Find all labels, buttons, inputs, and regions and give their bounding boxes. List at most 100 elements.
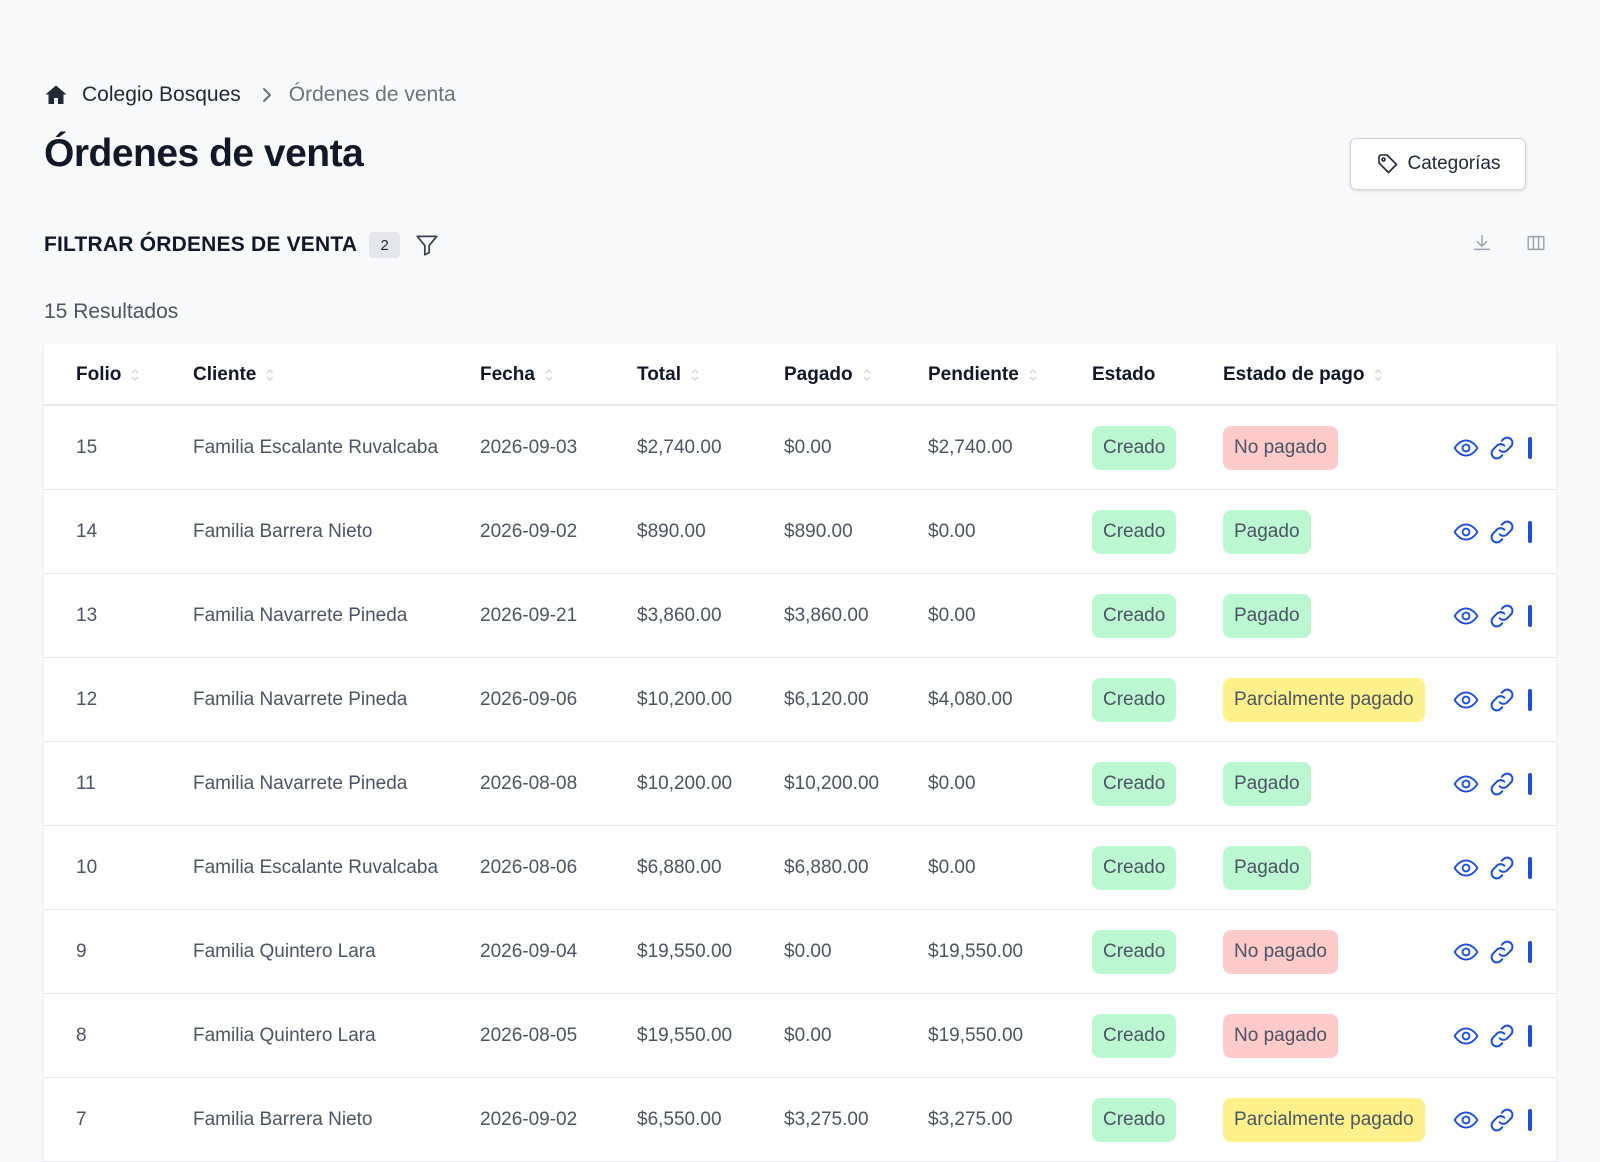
link-icon[interactable] xyxy=(1488,686,1516,714)
link-icon[interactable] xyxy=(1488,1106,1516,1134)
eye-icon[interactable] xyxy=(1452,938,1480,966)
more-actions-icon[interactable] xyxy=(1528,1108,1532,1131)
breadcrumb-root[interactable]: Colegio Bosques xyxy=(82,83,241,106)
table-row[interactable]: 14 Familia Barrera Nieto 2026-09-02 $890… xyxy=(44,490,1556,574)
eye-icon[interactable] xyxy=(1452,518,1480,546)
more-actions-icon[interactable] xyxy=(1528,604,1532,627)
link-icon[interactable] xyxy=(1488,518,1516,546)
sort-icon[interactable] xyxy=(266,368,274,382)
payment-status-badge: Pagado xyxy=(1223,761,1311,806)
cell-pagado: $0.00 xyxy=(784,436,832,458)
cell-pendiente: $0.00 xyxy=(928,604,976,626)
row-actions xyxy=(1452,658,1532,741)
eye-icon[interactable] xyxy=(1452,434,1480,462)
table-row[interactable]: 12 Familia Navarrete Pineda 2026-09-06 $… xyxy=(44,658,1556,742)
cell-estado-pago: Pagado xyxy=(1223,490,1311,573)
link-icon[interactable] xyxy=(1488,1022,1516,1050)
cell-fecha: 2026-09-04 xyxy=(480,940,578,962)
filter-icon[interactable] xyxy=(414,232,440,258)
more-actions-icon[interactable] xyxy=(1528,856,1532,879)
eye-icon[interactable] xyxy=(1452,602,1480,630)
status-badge: Creado xyxy=(1092,929,1177,974)
column-header-total[interactable]: Total xyxy=(637,344,699,406)
cell-estado: Creado xyxy=(1092,574,1177,657)
column-header-pendiente[interactable]: Pendiente xyxy=(928,344,1037,406)
link-icon[interactable] xyxy=(1488,770,1516,798)
filter-bar: FILTRAR ÓRDENES DE VENTA 2 xyxy=(44,228,440,262)
cell-cliente: Familia Barrera Nieto xyxy=(193,1108,373,1130)
more-actions-icon[interactable] xyxy=(1528,688,1532,711)
column-label: Estado de pago xyxy=(1223,364,1365,385)
cell-pagado: $890.00 xyxy=(784,520,853,542)
row-actions xyxy=(1452,490,1532,573)
table-row[interactable]: 15 Familia Escalante Ruvalcaba 2026-09-0… xyxy=(44,406,1556,490)
categories-button[interactable]: Categorías xyxy=(1350,138,1526,190)
eye-icon[interactable] xyxy=(1452,686,1480,714)
cell-cliente: Familia Escalante Ruvalcaba xyxy=(193,856,439,878)
column-header-estado-pago[interactable]: Estado de pago xyxy=(1223,344,1382,406)
column-label: Cliente xyxy=(193,364,257,385)
sort-icon[interactable] xyxy=(1374,368,1382,382)
cell-cliente: Familia Escalante Ruvalcaba xyxy=(193,436,439,458)
status-badge: Creado xyxy=(1092,761,1177,806)
sort-icon[interactable] xyxy=(863,368,871,382)
status-badge: Creado xyxy=(1092,425,1177,470)
more-actions-icon[interactable] xyxy=(1528,520,1532,543)
table-row[interactable]: 7 Familia Barrera Nieto 2026-09-02 $6,55… xyxy=(44,1078,1556,1162)
sort-icon[interactable] xyxy=(1029,368,1037,382)
link-icon[interactable] xyxy=(1488,854,1516,882)
cell-folio: 15 xyxy=(76,436,98,458)
more-actions-icon[interactable] xyxy=(1528,436,1532,459)
link-icon[interactable] xyxy=(1488,602,1516,630)
cell-pagado: $0.00 xyxy=(784,940,832,962)
table-row[interactable]: 10 Familia Escalante Ruvalcaba 2026-08-0… xyxy=(44,826,1556,910)
link-icon[interactable] xyxy=(1488,434,1516,462)
payment-status-badge: Parcialmente pagado xyxy=(1223,1097,1425,1142)
more-actions-icon[interactable] xyxy=(1528,772,1532,795)
home-icon[interactable] xyxy=(44,83,68,107)
cell-pagado: $0.00 xyxy=(784,1024,832,1046)
columns-icon[interactable] xyxy=(1524,231,1548,255)
cell-cliente: Familia Navarrete Pineda xyxy=(193,772,408,794)
cell-pendiente: $4,080.00 xyxy=(928,688,1013,710)
cell-estado-pago: Pagado xyxy=(1223,826,1311,909)
cell-fecha: 2026-08-05 xyxy=(480,1024,578,1046)
more-actions-icon[interactable] xyxy=(1528,940,1532,963)
cell-pendiente: $0.00 xyxy=(928,520,976,542)
results-count: 15 Resultados xyxy=(44,300,179,323)
table-row[interactable]: 8 Familia Quintero Lara 2026-08-05 $19,5… xyxy=(44,994,1556,1078)
column-label: Pagado xyxy=(784,364,853,385)
column-header-fecha[interactable]: Fecha xyxy=(480,344,553,406)
eye-icon[interactable] xyxy=(1452,1106,1480,1134)
cell-estado-pago: Parcialmente pagado xyxy=(1223,1078,1425,1161)
cell-estado: Creado xyxy=(1092,826,1177,909)
sort-icon[interactable] xyxy=(545,368,553,382)
eye-icon[interactable] xyxy=(1452,770,1480,798)
status-badge: Creado xyxy=(1092,593,1177,638)
sort-icon[interactable] xyxy=(131,368,139,382)
column-header-folio[interactable]: Folio xyxy=(76,344,139,406)
eye-icon[interactable] xyxy=(1452,854,1480,882)
payment-status-badge: Pagado xyxy=(1223,845,1311,890)
cell-fecha: 2026-09-02 xyxy=(480,520,578,542)
cell-fecha: 2026-09-06 xyxy=(480,688,578,710)
cell-pagado: $6,880.00 xyxy=(784,856,869,878)
download-icon[interactable] xyxy=(1470,231,1494,255)
link-icon[interactable] xyxy=(1488,938,1516,966)
sort-icon[interactable] xyxy=(691,368,699,382)
table-row[interactable]: 9 Familia Quintero Lara 2026-09-04 $19,5… xyxy=(44,910,1556,994)
status-badge: Creado xyxy=(1092,677,1177,722)
column-label: Pendiente xyxy=(928,364,1019,385)
more-actions-icon[interactable] xyxy=(1528,1024,1532,1047)
cell-pendiente: $0.00 xyxy=(928,772,976,794)
cell-estado: Creado xyxy=(1092,994,1177,1077)
cell-pagado: $6,120.00 xyxy=(784,688,869,710)
eye-icon[interactable] xyxy=(1452,1022,1480,1050)
table-row[interactable]: 11 Familia Navarrete Pineda 2026-08-08 $… xyxy=(44,742,1556,826)
row-actions xyxy=(1452,1078,1532,1161)
table-row[interactable]: 13 Familia Navarrete Pineda 2026-09-21 $… xyxy=(44,574,1556,658)
column-header-pagado[interactable]: Pagado xyxy=(784,344,871,406)
payment-status-badge: Pagado xyxy=(1223,509,1311,554)
column-header-estado: Estado xyxy=(1092,344,1155,406)
column-header-cliente[interactable]: Cliente xyxy=(193,344,274,406)
